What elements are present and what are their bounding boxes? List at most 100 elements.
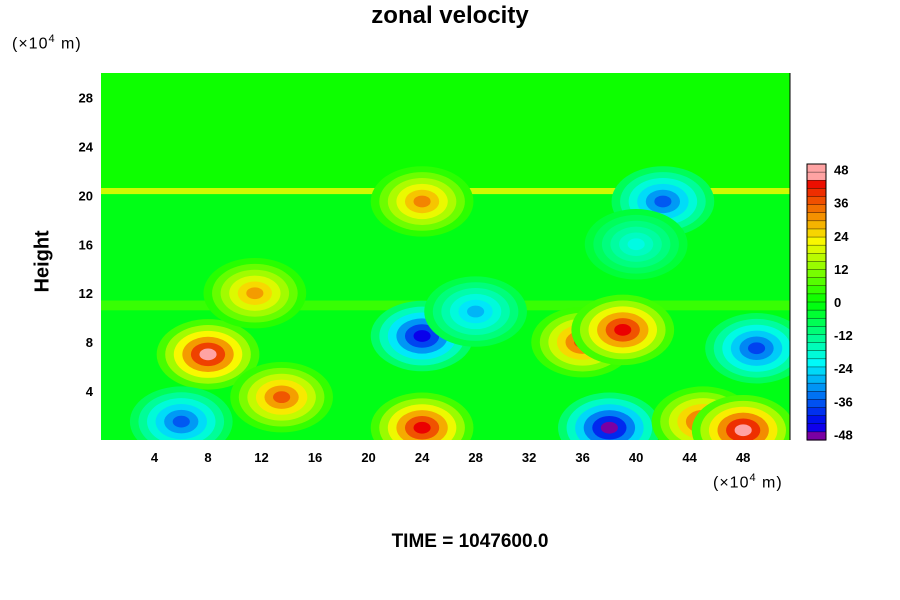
colorbar-band-6 <box>807 212 826 222</box>
x-tick-label-36: 36 <box>575 450 589 465</box>
colorbar-tick-label-0: 0 <box>834 295 841 310</box>
velocity-feature-6-contour-1 <box>747 342 766 355</box>
velocity-feature-15-contour-1 <box>467 305 485 318</box>
colorbar-band-1 <box>807 172 826 181</box>
velocity-feature-5-contour-1 <box>614 324 632 336</box>
colorbar-band-8 <box>807 228 826 238</box>
colorbar-tick-label--24: -24 <box>834 361 854 376</box>
colorbar-band-17 <box>807 302 826 311</box>
x-tick-44: 44 <box>682 450 697 465</box>
colorbar-band-31 <box>807 415 826 425</box>
colorbar-tick-12: 12 <box>834 262 848 277</box>
x-tick-24: 24 <box>415 450 430 465</box>
colorbar-tick-label-48: 48 <box>834 163 848 178</box>
colorbar-tick-0: 0 <box>834 295 841 310</box>
colorbar-tick-label--48: -48 <box>834 427 853 442</box>
colorbar-tick-48: 48 <box>834 163 848 178</box>
y-tick-label-28: 28 <box>79 90 93 105</box>
x-units-exponent: 4 <box>749 472 757 484</box>
colorbar-band-29 <box>807 399 826 409</box>
y-tick-24: 24 <box>79 139 94 154</box>
velocity-feature-8-contour-1 <box>600 421 618 434</box>
x-tick-label-12: 12 <box>254 450 268 465</box>
x-tick-label-4: 4 <box>151 450 159 465</box>
colorbar-tick-36: 36 <box>834 196 848 211</box>
colorbar-tick--24: -24 <box>834 361 854 376</box>
velocity-feature-10-contour-1 <box>734 424 752 437</box>
y-tick-label-16: 16 <box>79 237 93 252</box>
velocity-feature-3-contour-1 <box>413 330 431 342</box>
y-tick-label-4: 4 <box>86 384 94 399</box>
colorbar-band-10 <box>807 245 826 254</box>
y-tick-label-24: 24 <box>79 139 94 154</box>
colorbar-band-4 <box>807 196 826 206</box>
velocity-feature-11-contour-1 <box>654 195 672 208</box>
colorbar-band-7 <box>807 220 826 230</box>
y-axis-ticks: 4 8 12 16 20 24 28 <box>79 90 94 399</box>
velocity-feature-7-contour-1 <box>413 421 431 434</box>
colorbar-tick-label--12: -12 <box>834 328 853 343</box>
colorbar-band-22 <box>807 342 826 352</box>
colorbar-band-27 <box>807 383 826 392</box>
x-tick-4: 4 <box>151 450 159 465</box>
colorbar-band-9 <box>807 237 826 246</box>
x-tick-48: 48 <box>736 450 750 465</box>
x-tick-12: 12 <box>254 450 268 465</box>
x-tick-40: 40 <box>629 450 643 465</box>
colorbar-tick--12: -12 <box>834 328 853 343</box>
colorbar-frame <box>806 163 827 441</box>
colorbar-tick-24: 24 <box>834 229 849 244</box>
y-tick-label-20: 20 <box>79 188 93 203</box>
x-tick-36: 36 <box>575 450 589 465</box>
colorbar-band-20 <box>807 326 826 336</box>
velocity-field <box>101 73 790 440</box>
colorbar-band-28 <box>807 391 826 401</box>
x-tick-20: 20 <box>361 450 375 465</box>
colorbar-band-12 <box>807 261 826 271</box>
velocity-feature-2-contour-1 <box>246 287 264 300</box>
y-tick-label-8: 8 <box>86 335 93 350</box>
x-tick-label-44: 44 <box>682 450 697 465</box>
x-tick-label-40: 40 <box>629 450 643 465</box>
y-axis-units: (×104 m) <box>12 33 82 53</box>
y-tick-16: 16 <box>79 237 93 252</box>
x-tick-16: 16 <box>308 450 322 465</box>
colorbar-tick-label-24: 24 <box>834 229 849 244</box>
colorbar-tick-label-36: 36 <box>834 196 848 211</box>
colorbar-tick--48: -48 <box>834 427 853 442</box>
colorbar-band-5 <box>807 204 826 214</box>
x-tick-label-28: 28 <box>468 450 482 465</box>
y-tick-8: 8 <box>86 335 93 350</box>
x-axis-ticks: 4 8 12 16 20 24 28 32 36 40 44 48 <box>151 450 751 465</box>
x-tick-label-20: 20 <box>361 450 375 465</box>
x-tick-28: 28 <box>468 450 482 465</box>
velocity-feature-13-contour-1 <box>627 238 645 251</box>
colorbar-band-33 <box>807 431 826 441</box>
colorbar-tick-label-12: 12 <box>834 262 848 277</box>
x-tick-label-24: 24 <box>415 450 430 465</box>
x-tick-label-16: 16 <box>308 450 322 465</box>
colorbar-band-19 <box>807 318 826 327</box>
x-units-unit: m) <box>756 474 783 492</box>
time-label: TIME = 1047600.0 <box>391 531 549 552</box>
y-tick-12: 12 <box>79 286 93 301</box>
x-tick-8: 8 <box>204 450 211 465</box>
colorbar-band-2 <box>807 180 826 189</box>
x-tick-label-48: 48 <box>736 450 750 465</box>
x-tick-label-8: 8 <box>204 450 211 465</box>
colorbar-band-30 <box>807 407 826 417</box>
velocity-feature-1-contour-1 <box>273 391 291 404</box>
colorbar-band-14 <box>807 277 826 287</box>
colorbar: 48 36 24 12 0 -12 -24 -36 -48 <box>806 163 854 442</box>
x-units-base: (×10 <box>713 474 750 492</box>
colorbar-band-16 <box>807 293 826 303</box>
velocity-feature-12-contour-1 <box>413 195 431 208</box>
y-tick-28: 28 <box>79 90 93 105</box>
velocity-feature-0-contour-1 <box>199 348 217 361</box>
y-units-exponent: 4 <box>48 33 56 45</box>
x-tick-32: 32 <box>522 450 536 465</box>
colorbar-band-3 <box>807 188 826 198</box>
colorbar-band-13 <box>807 269 826 279</box>
colorbar-band-15 <box>807 285 826 295</box>
